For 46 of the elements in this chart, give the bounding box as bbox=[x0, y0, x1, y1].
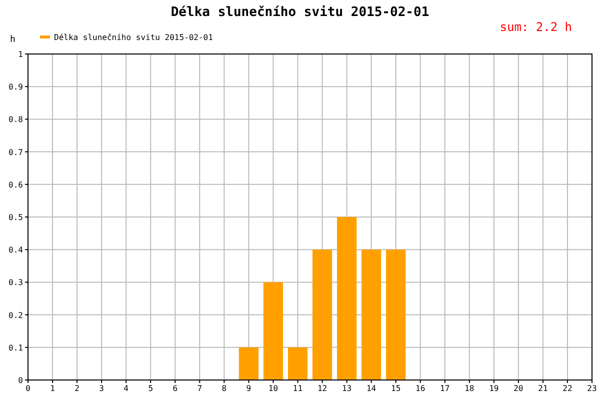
bar bbox=[263, 282, 284, 380]
bar bbox=[312, 250, 332, 380]
x-tick-label: 6 bbox=[172, 384, 178, 393]
y-tick-label: 0.3 bbox=[8, 278, 24, 288]
y-tick-label: 0.1 bbox=[8, 343, 24, 352]
x-tick-label: 9 bbox=[246, 384, 252, 393]
x-tick-label: 16 bbox=[416, 384, 426, 393]
bar bbox=[386, 250, 406, 380]
x-tick-label: 19 bbox=[489, 384, 499, 393]
y-tick-label: 0.8 bbox=[8, 115, 24, 124]
x-tick-label: 23 bbox=[587, 384, 597, 393]
bar bbox=[336, 217, 357, 380]
text: sum: 2.2 h bbox=[500, 20, 572, 34]
chart-title: Délka slunečního svitu 2015-02-01 bbox=[170, 5, 430, 20]
legend-label: Délka slunečního svitu 2015-02-01 bbox=[54, 33, 214, 42]
y-tick-label: 0.7 bbox=[8, 148, 24, 157]
y-tick-label: 0.9 bbox=[8, 82, 24, 92]
x-tick-label: 21 bbox=[538, 384, 548, 393]
x-tick-label: 20 bbox=[514, 384, 524, 393]
x-tick-label: 8 bbox=[222, 384, 227, 393]
x-tick-label: 18 bbox=[464, 384, 474, 393]
bar bbox=[361, 250, 382, 380]
y-tick-label: 0.2 bbox=[8, 310, 24, 320]
x-tick-label: 15 bbox=[391, 384, 401, 393]
x-tick-label: 10 bbox=[268, 384, 278, 393]
y-tick-label: 0.6 bbox=[8, 180, 24, 190]
x-tick-label: 0 bbox=[26, 384, 31, 393]
x-tick-label: 3 bbox=[99, 384, 104, 393]
bar bbox=[288, 347, 308, 380]
y-tick-label: 0.5 bbox=[8, 213, 24, 222]
y-tick-label: 1 bbox=[18, 50, 24, 59]
x-tick-label: 13 bbox=[342, 384, 352, 393]
x-tick-label: 5 bbox=[148, 384, 154, 393]
x-tick-label: 11 bbox=[292, 384, 303, 393]
y-tick-label: 0.4 bbox=[8, 246, 24, 255]
x-tick-label: 14 bbox=[366, 384, 376, 393]
x-tick-label: 17 bbox=[440, 384, 450, 393]
x-tick-label: 22 bbox=[562, 384, 572, 393]
x-tick-label: 2 bbox=[74, 384, 80, 393]
bar bbox=[238, 347, 259, 380]
y-tick-label: 0 bbox=[18, 376, 24, 385]
x-tick-label: 4 bbox=[124, 384, 129, 393]
x-tick-label: 1 bbox=[50, 384, 56, 393]
x-tick-label: 7 bbox=[197, 384, 202, 393]
y-axis-title: h bbox=[10, 35, 16, 45]
x-tick-label: 12 bbox=[317, 384, 328, 393]
